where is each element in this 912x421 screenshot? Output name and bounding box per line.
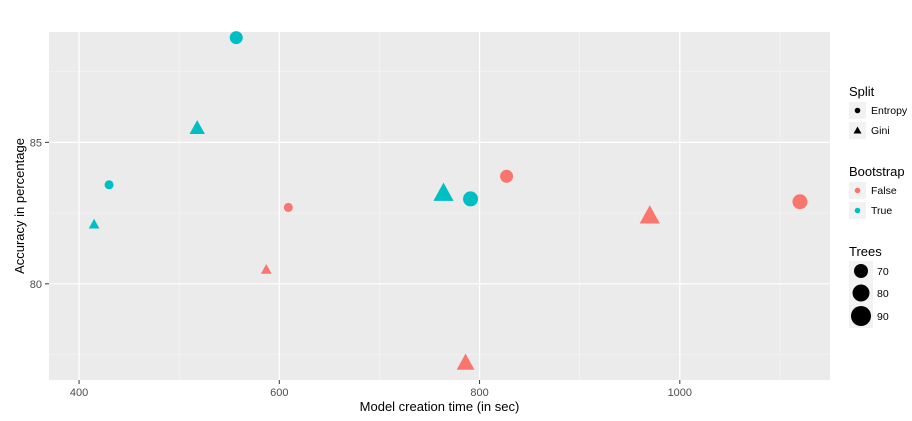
legend-size-80 — [852, 284, 870, 302]
x-tick-label: 600 — [270, 387, 288, 399]
data-point-gini-true — [433, 182, 454, 201]
data-point-entropy-false — [792, 194, 808, 210]
data-point-entropy-false — [283, 202, 293, 212]
legend: Split Entropy Gini Bootstrap False True … — [849, 84, 908, 328]
legend-color-false — [854, 187, 861, 194]
legend-label-false: False — [871, 185, 897, 197]
x-tick-label: 400 — [70, 387, 88, 399]
legend-label-trees-70: 70 — [877, 266, 889, 278]
y-axis-ticks: 80 85 — [30, 137, 49, 291]
legend-size-70 — [854, 264, 868, 278]
legend-shape-gini — [853, 126, 862, 134]
plot-panel — [49, 32, 830, 380]
legend-size-90 — [851, 306, 871, 326]
legend-color-true — [854, 207, 861, 214]
legend-label-true: True — [871, 205, 892, 217]
x-tick-label: 800 — [470, 387, 488, 399]
y-tick-label: 85 — [30, 137, 42, 149]
data-points — [88, 31, 808, 370]
legend-title-trees: Trees — [849, 244, 882, 259]
data-point-gini-false — [639, 205, 660, 224]
legend-label-entropy: Entropy — [871, 105, 908, 117]
y-tick-label: 80 — [30, 279, 42, 291]
legend-title-split: Split — [849, 84, 875, 99]
legend-label-trees-90: 90 — [877, 311, 889, 323]
data-point-entropy-true — [463, 191, 479, 207]
grid-lines — [49, 32, 830, 380]
legend-label-trees-80: 80 — [877, 288, 889, 300]
data-point-gini-false — [260, 264, 272, 274]
x-tick-label: 1000 — [668, 387, 692, 399]
data-point-entropy-true — [229, 31, 243, 45]
data-point-entropy-true — [104, 180, 114, 190]
legend-shape-entropy — [854, 107, 861, 114]
legend-label-gini: Gini — [871, 125, 890, 137]
data-point-entropy-false — [500, 169, 514, 183]
x-axis-ticks: 400 600 800 1000 — [70, 380, 692, 399]
data-point-gini-true — [88, 218, 100, 229]
legend-title-bootstrap: Bootstrap — [849, 164, 905, 179]
x-axis-title: Model creation time (in sec) — [360, 399, 520, 414]
data-point-gini-false — [456, 353, 475, 370]
data-point-gini-true — [189, 120, 205, 135]
y-axis-title: Accuracy in percentage — [12, 138, 27, 274]
